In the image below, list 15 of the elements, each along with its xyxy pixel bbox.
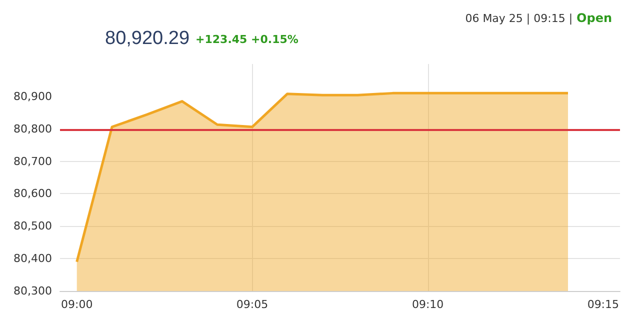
y-tick-label: 80,900 [14, 90, 52, 103]
y-tick-label: 80,800 [14, 122, 52, 136]
y-tick-label: 80,600 [14, 187, 52, 200]
y-tick-label: 80,300 [14, 284, 52, 298]
y-tick-label: 80,500 [14, 220, 52, 233]
chart-subtitle: +123.45 +0.15% [196, 33, 298, 46]
y-tick-label: 80,700 [14, 154, 52, 168]
x-tick-label: 09:10 [412, 298, 444, 311]
chart-title: 80,920.29 [105, 28, 190, 49]
y-tick-label: 80,400 [14, 252, 52, 266]
x-tick-label: 09:05 [236, 298, 268, 311]
x-tick-label: 09:15 [587, 298, 620, 311]
x-tick-label: 09:00 [60, 298, 93, 311]
text: Open [576, 11, 612, 25]
text: 06 May 25 | 09:15 | [465, 12, 573, 25]
